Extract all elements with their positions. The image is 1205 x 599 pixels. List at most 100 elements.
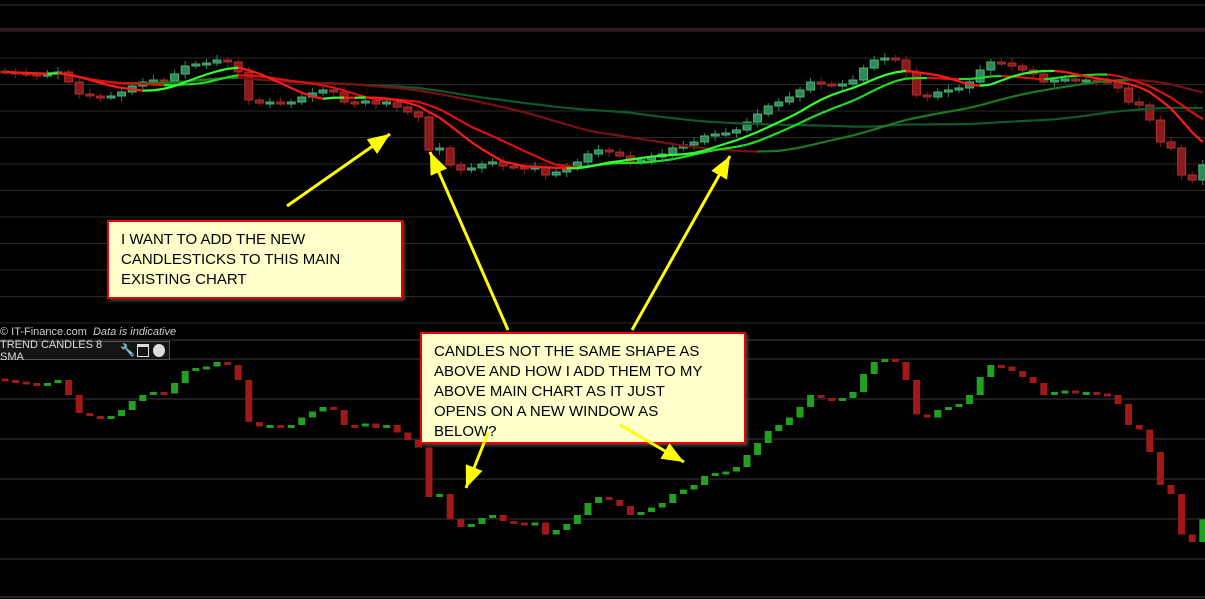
sma-8-line <box>492 154 504 163</box>
trend-candle-up <box>934 410 942 418</box>
arrow-to-trend-candle-right-head <box>660 443 684 462</box>
sma-60-line <box>980 121 991 125</box>
sma-34-line <box>534 114 546 120</box>
bearish-candle <box>615 151 625 157</box>
trend-candle-up <box>107 416 115 419</box>
bullish-candle <box>42 73 52 77</box>
sma-8-line <box>1170 107 1183 121</box>
sma-34-line <box>354 83 366 87</box>
sma-8-line <box>248 69 260 75</box>
sma-60-line <box>556 105 567 110</box>
sma-34-line <box>1033 89 1044 94</box>
sma-60-line <box>1075 114 1087 119</box>
bearish-candle <box>413 111 423 118</box>
sma-34-line <box>630 136 642 141</box>
sma-13-line <box>460 120 472 128</box>
sma-8-line <box>174 81 186 88</box>
sma-13-line <box>439 108 451 116</box>
sma-8-line <box>26 71 37 75</box>
sma-13-line <box>841 99 854 106</box>
sma-8-line <box>470 141 483 151</box>
sma-8-line <box>1096 77 1108 81</box>
sma-8-line <box>15 71 27 75</box>
trend-candle-down <box>1135 425 1143 430</box>
trend-candle-up <box>849 392 857 398</box>
sma-60-line <box>1064 115 1076 120</box>
bullish-candle <box>954 87 964 91</box>
trend-candle-down <box>1072 390 1080 394</box>
bearish-candle <box>604 149 614 153</box>
sma-13-line <box>100 79 112 84</box>
trend-candle-down <box>1040 383 1048 395</box>
sma-13-line <box>831 103 843 110</box>
sma-8-line <box>68 73 80 79</box>
sma-8-line <box>810 98 822 107</box>
trend-candle-down <box>1188 534 1196 542</box>
arrow-to-main-chart-head <box>366 134 390 154</box>
bullish-candle <box>869 59 879 69</box>
sma-34-line <box>1011 93 1023 98</box>
trend-candle-down <box>22 381 30 385</box>
sma-8-line <box>153 87 165 92</box>
sma-8-line <box>969 83 981 87</box>
sma-8-line <box>1011 72 1023 78</box>
close-icon[interactable]: ✕ <box>153 343 165 357</box>
trend-candle-up <box>489 515 497 518</box>
bearish-candle <box>64 71 74 83</box>
sma-34-line <box>948 108 960 113</box>
trend-candle-down <box>626 506 634 515</box>
sma-34-line <box>895 118 907 125</box>
bearish-candle <box>350 101 360 105</box>
sma-8-line <box>269 77 282 85</box>
indicator-panel-tab: TREND CANDLES 8 SMA 🔧 ✕ <box>0 339 170 363</box>
sma-34-line <box>587 129 599 134</box>
trend-candle-up <box>584 503 592 515</box>
sma-34-line <box>662 141 673 146</box>
bearish-candle <box>223 59 233 63</box>
bullish-candle <box>837 83 847 87</box>
sma-8-line <box>958 80 970 86</box>
sma-8-line <box>1180 119 1194 134</box>
sma-60-line <box>609 110 620 113</box>
wrench-icon[interactable]: 🔧 <box>120 343 136 357</box>
sma-8-line <box>4 70 16 74</box>
trend-candle-down <box>499 515 507 521</box>
sma-13-line <box>1138 81 1151 88</box>
sma-34-line <box>344 82 355 86</box>
trend-candle-up <box>711 473 719 476</box>
sma-34-line <box>799 144 811 149</box>
sma-34-line <box>1075 82 1087 87</box>
trend-candle-up <box>43 383 51 386</box>
sma-8-line <box>704 145 716 152</box>
trend-candle-up <box>213 362 221 367</box>
sma-34-line <box>736 149 748 153</box>
maximize-icon[interactable] <box>137 344 150 357</box>
trend-candle-down <box>1019 371 1027 377</box>
bullish-candle <box>1198 164 1205 181</box>
sma-34-line <box>1170 83 1182 89</box>
sma-8-line <box>598 161 610 166</box>
sma-13-line <box>333 86 345 92</box>
sma-8-line <box>121 86 133 91</box>
sma-34-line <box>1149 79 1161 84</box>
sma-8-line <box>1117 80 1129 86</box>
sma-8-line <box>905 69 917 74</box>
sma-13-line <box>767 131 780 139</box>
sma-8-line <box>842 86 854 93</box>
bullish-candle <box>286 101 296 105</box>
sma-60-line <box>969 122 981 126</box>
bullish-candle <box>594 149 604 155</box>
sma-8-line <box>778 116 790 124</box>
sma-60-line <box>460 93 472 98</box>
trend-candle-down <box>255 422 263 427</box>
bullish-candle <box>551 171 561 176</box>
trend-candle-up <box>881 359 889 362</box>
bullish-candle <box>435 147 445 151</box>
bearish-candle <box>1187 174 1197 181</box>
sma-13-line <box>418 100 430 107</box>
sma-34-line <box>460 97 472 102</box>
sma-8-line <box>89 78 101 85</box>
bearish-candle <box>922 94 932 98</box>
sma-34-line <box>439 93 451 98</box>
sma-8-line <box>980 83 991 87</box>
